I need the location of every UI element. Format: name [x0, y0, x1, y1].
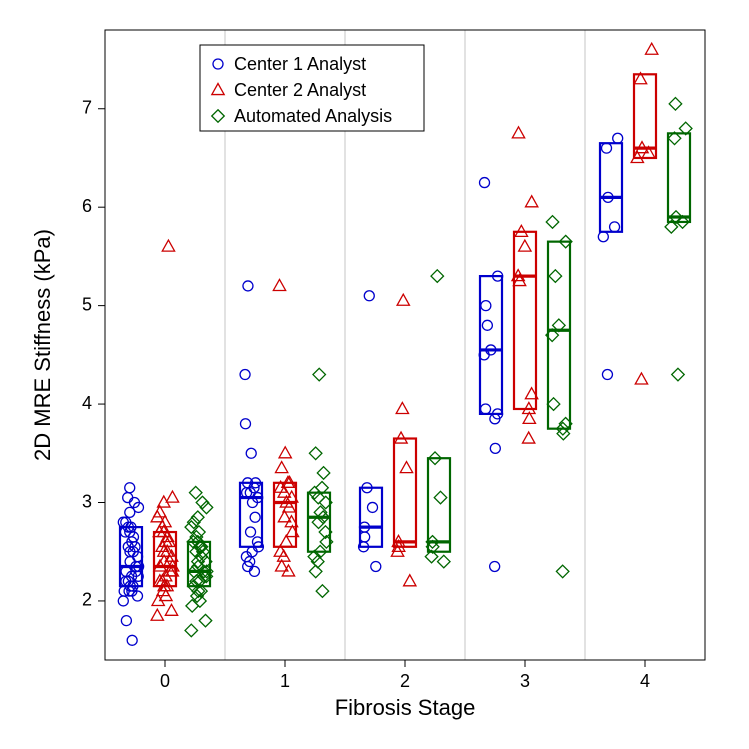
x-tick-label: 0 — [160, 671, 170, 691]
x-tick-label: 3 — [520, 671, 530, 691]
y-tick-label: 5 — [82, 294, 92, 314]
legend: Center 1 Analyst Center 2 Analyst Automate… — [200, 45, 424, 131]
legend-label: Automated Analysis — [234, 106, 392, 126]
y-tick-label: 6 — [82, 196, 92, 216]
x-tick-label: 4 — [640, 671, 650, 691]
chart-container: 2 3 4 5 6 7 0 1 2 3 4 2D MRE Stiffness (kPa) Fibrosi… — [0, 0, 749, 749]
x-tick-label: 2 — [400, 671, 410, 691]
y-tick-label: 4 — [82, 393, 92, 413]
stiffness-boxplot-chart: 2 3 4 5 6 7 0 1 2 3 4 2D MRE Stiffness (kPa) Fibrosi… — [0, 0, 749, 749]
x-tick-label: 1 — [280, 671, 290, 691]
legend-label: Center 1 Analyst — [234, 54, 366, 74]
legend-label: Center 2 Analyst — [234, 80, 366, 100]
y-tick-label: 3 — [82, 491, 92, 511]
y-tick-label: 2 — [82, 590, 92, 610]
x-axis-label: Fibrosis Stage — [335, 695, 476, 720]
y-tick-label: 7 — [82, 98, 92, 118]
y-axis-label: 2D MRE Stiffness (kPa) — [30, 229, 55, 461]
